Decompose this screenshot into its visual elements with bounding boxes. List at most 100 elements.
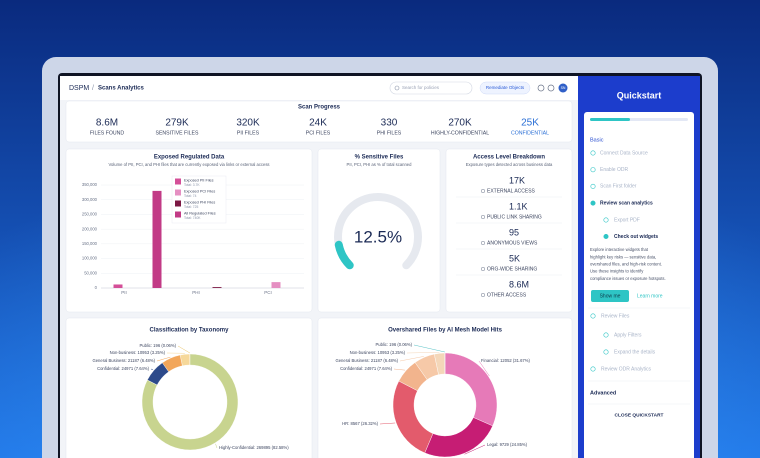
access-card <box>445 148 573 313</box>
bar <box>113 284 123 288</box>
chart-subtitle: Volume of PII, PCI, and PHI files that a… <box>108 162 269 167</box>
stat-value: 279K <box>165 118 189 129</box>
quickstart-substep[interactable]: Export PDF <box>614 217 640 223</box>
quickstart-step[interactable]: Review Files <box>601 313 630 319</box>
quickstart-substep[interactable]: Expand the details <box>614 349 656 355</box>
search-icon <box>394 85 400 91</box>
step-icon <box>603 332 609 338</box>
access-label: OTHER ACCESS <box>487 292 527 298</box>
step-icon <box>603 349 609 355</box>
slice-label: Non-business: 10953 (3.25%) <box>350 350 406 355</box>
quickstart-substep[interactable]: Apply Filters <box>614 332 642 338</box>
stat-label: PII FILES <box>237 130 260 136</box>
step-icon <box>603 217 609 223</box>
help-icon[interactable] <box>547 84 555 92</box>
search-placeholder: Search for policies <box>402 85 440 90</box>
quickstart-substep[interactable]: Check out widgets <box>614 234 658 240</box>
show-me-label[interactable]: Show me <box>600 293 621 299</box>
step-icon <box>590 183 596 189</box>
bar <box>152 190 162 288</box>
y-tick-label: 200,000 <box>82 226 98 231</box>
breadcrumb-page: Scans Analytics <box>98 86 144 92</box>
section-label[interactable]: Advanced <box>590 390 616 396</box>
legend-total: Total: 725 <box>184 205 198 209</box>
quickstart-card <box>584 112 694 458</box>
access-icon <box>480 240 486 246</box>
access-label: ANONYMOUS VIEWS <box>487 240 538 246</box>
avatar[interactable] <box>558 83 568 93</box>
remediate-button-label[interactable]: Remediate Objects <box>486 85 525 90</box>
learn-more-link[interactable]: Learn more <box>637 293 663 299</box>
legend-swatch <box>175 200 181 207</box>
step-icon <box>590 200 596 206</box>
search-box[interactable] <box>389 81 473 95</box>
gauge-label: 12.5% <box>354 227 402 246</box>
description-line: highlight key risks — sensitive data, <box>590 254 656 259</box>
legend-total: Total: 3.7K <box>184 183 200 187</box>
leader-line <box>478 360 490 377</box>
description-line: overshared files, and high-risk content. <box>590 262 662 267</box>
gauge-value <box>334 240 354 270</box>
stat-value: 8.6M <box>96 118 118 129</box>
y-tick-label: 0 <box>95 285 98 290</box>
quickstart-step[interactable]: Connect Data Source <box>600 150 648 156</box>
leader-line <box>406 352 440 354</box>
leader-line <box>393 368 406 371</box>
breadcrumb-separator: / <box>92 85 94 92</box>
stat-label: HIGHLY-CONFIDENTIAL <box>431 130 489 136</box>
bell-icon[interactable] <box>537 84 545 92</box>
slice-label: Public: 196 (0.06%) <box>139 343 176 348</box>
quickstart-title: Quickstart <box>617 90 662 100</box>
legend-label: Exposed PHI Files <box>184 201 215 205</box>
y-tick-label: 150,000 <box>82 241 98 246</box>
chart-title: Classification by Taxonomy <box>150 328 230 334</box>
access-value: 1.1K <box>509 201 528 211</box>
stat-value: 320K <box>236 118 260 129</box>
show-me-button[interactable] <box>591 290 629 302</box>
step-icon <box>590 150 596 156</box>
step-icon <box>590 313 596 319</box>
legend-label: Exposed PCI Files <box>184 190 215 194</box>
quickstart-step[interactable]: Enable ODR <box>600 167 628 173</box>
slice-label: Non-business: 10953 (3.25%) <box>110 350 166 355</box>
remediate-button[interactable] <box>479 81 531 95</box>
leader-line <box>215 443 218 449</box>
legend-label: Exposed PII Files <box>184 179 214 183</box>
scan-progress-card <box>65 100 573 143</box>
quickstart-step[interactable]: Review ODR Analytics <box>601 366 652 372</box>
step-icon <box>590 366 596 372</box>
leader-line <box>464 444 486 455</box>
access-value: 95 <box>509 227 519 237</box>
access-icon <box>480 266 486 272</box>
close-quickstart[interactable]: CLOSE QUICKSTART <box>615 412 664 418</box>
leader-line <box>379 422 396 425</box>
access-value: 17K <box>509 175 525 185</box>
overshared-card <box>317 317 573 458</box>
description-line: Explore interactive widgets that <box>590 247 649 252</box>
slice-label: Confidential: 24971 (7.64%) <box>97 366 150 371</box>
avatar-initials: SN <box>561 86 566 90</box>
scan-progress-title: Scan Progress <box>298 105 341 111</box>
bar <box>271 282 281 288</box>
stat-value: 330 <box>381 118 398 129</box>
y-tick-label: 300,000 <box>82 197 98 202</box>
quickstart-step[interactable]: Review scan analytics <box>600 200 653 206</box>
donut-slice <box>141 353 239 451</box>
leader-line <box>156 356 171 362</box>
stat-label: PHI FILES <box>377 130 402 136</box>
access-title: Access Level Breakdown <box>473 155 545 161</box>
access-value: 5K <box>509 253 520 263</box>
gauge-track <box>334 193 422 270</box>
legend-swatch <box>175 178 181 185</box>
access-icon <box>480 214 486 220</box>
y-tick-label: 50,000 <box>84 270 97 275</box>
access-icon <box>480 188 486 194</box>
leader-line <box>177 345 191 354</box>
y-tick-label: 250,000 <box>82 212 98 217</box>
legend-label: All Regulated Files <box>184 212 216 216</box>
stat-label: SENSITIVE FILES <box>156 130 199 136</box>
leader-line <box>399 356 424 362</box>
quickstart-step[interactable]: Scan First folder <box>600 184 637 190</box>
